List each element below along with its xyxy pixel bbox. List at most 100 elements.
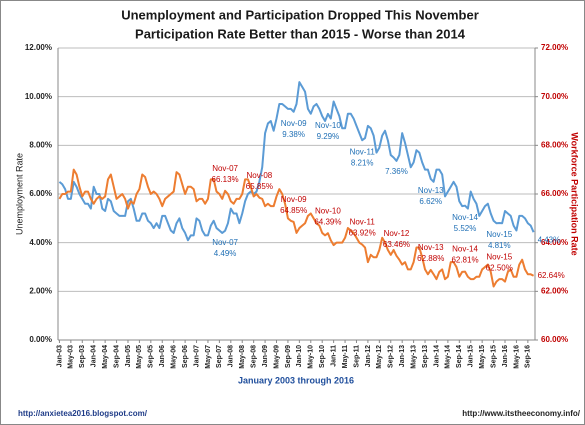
value-label: 4.43%: [538, 235, 561, 244]
point-label: Nov-15: [486, 252, 512, 261]
y2-tick-label: 60.00%: [541, 335, 568, 344]
x-tick-label: Jan-06: [159, 345, 166, 367]
point-label: Nov-13: [418, 243, 444, 252]
x-tick-label: Sep-07: [216, 345, 223, 368]
value-label: 8.21%: [351, 158, 374, 167]
x-tick-label: Jan-12: [365, 345, 372, 367]
y-tick-label: 2.00%: [29, 286, 52, 295]
y-axis-title: Unemployment Rate: [14, 153, 24, 235]
value-label: 62.81%: [451, 256, 478, 265]
x-tick-label: Sep-04: [113, 345, 120, 368]
y2-axis-title: Workforce Participation Rate: [570, 132, 580, 255]
point-label: Nov-10: [315, 206, 341, 215]
x-tick-label: Jan-03: [56, 345, 63, 367]
point-label: Nov-08: [246, 171, 272, 180]
footer-left: http://anxietea2016.blogspot.com/: [18, 409, 148, 418]
y2-tick-label: 68.00%: [541, 140, 568, 149]
value-label: 62.88%: [417, 254, 444, 263]
x-tick-label: May-09: [273, 345, 280, 369]
value-label: 5.52%: [454, 224, 477, 233]
value-label: 64.85%: [280, 206, 307, 215]
x-tick-label: Jan-15: [468, 345, 475, 367]
x-tick-label: Sep-08: [250, 345, 257, 368]
value-label: 7.36%: [385, 167, 408, 176]
y-tick-label: 12.00%: [25, 43, 52, 52]
point-label: Nov-14: [452, 213, 478, 222]
x-tick-label: Sep-14: [456, 345, 463, 368]
value-label: 66.13%: [212, 175, 239, 184]
x-tick-label: May-13: [410, 345, 417, 369]
point-label: Nov-09: [281, 119, 307, 128]
point-label: Nov-15: [486, 230, 512, 239]
value-label: 4.49%: [214, 249, 237, 258]
x-tick-label: May-06: [171, 345, 178, 369]
point-label: Nov-09: [281, 195, 307, 204]
point-label: Nov-11: [350, 218, 376, 227]
x-tick-label: May-11: [342, 345, 349, 368]
x-tick-label: Sep-13: [422, 345, 429, 368]
x-tick-label: May-10: [308, 345, 315, 369]
x-tick-label: Jan-13: [399, 345, 406, 367]
x-tick-label: Jan-14: [433, 345, 440, 367]
y-tick-label: 10.00%: [25, 92, 52, 101]
x-tick-label: Jan-04: [91, 345, 98, 367]
point-label: Nov-12: [384, 229, 410, 238]
x-tick-label: Sep-10: [319, 345, 326, 368]
x-tick-label: May-12: [376, 345, 383, 369]
value-label: 63.46%: [383, 240, 410, 249]
chart-subtitle: Participation Rate Better than 2015 - Wo…: [135, 26, 466, 41]
x-tick-label: Jan-16: [502, 345, 509, 367]
value-label: 65.85%: [246, 182, 273, 191]
value-label: 63.92%: [349, 229, 376, 238]
value-label: 62.64%: [538, 271, 565, 280]
x-tick-label: Jan-05: [125, 345, 132, 367]
y2-tick-label: 70.00%: [541, 92, 568, 101]
data-line: [58, 81, 535, 242]
y-tick-label: 6.00%: [29, 189, 52, 198]
chart-title: Unemployment and Participation Dropped T…: [121, 7, 479, 22]
y2-tick-label: 64.00%: [541, 238, 568, 247]
x-tick-label: Sep-15: [490, 345, 497, 368]
value-label: 64.39%: [314, 217, 341, 226]
data-line: [58, 168, 535, 288]
y-tick-label: 0.00%: [29, 335, 52, 344]
value-label: 62.50%: [486, 263, 513, 272]
point-label: Nov-10: [315, 121, 341, 130]
x-tick-label: May-05: [136, 345, 143, 369]
x-tick-label: Sep-09: [285, 345, 292, 368]
x-axis-title: January 2003 through 2016: [238, 375, 354, 385]
value-label: 9.38%: [282, 130, 305, 139]
point-label: Nov-11: [350, 147, 376, 156]
x-tick-label: May-15: [479, 345, 486, 369]
y2-tick-label: 62.00%: [541, 286, 568, 295]
x-tick-label: Jan-07: [193, 345, 200, 367]
x-tick-label: May-07: [205, 345, 212, 369]
footer-right: http://www.itstheeconomy.info/: [462, 409, 581, 418]
x-tick-label: May-14: [445, 345, 452, 369]
x-tick-label: Sep-12: [388, 345, 395, 368]
x-tick-label: Sep-03: [79, 345, 86, 368]
x-tick-label: Sep-05: [148, 345, 155, 368]
x-tick-label: May-16: [513, 345, 520, 369]
value-label: 9.29%: [317, 132, 340, 141]
x-tick-label: Jan-10: [296, 345, 303, 367]
value-label: 6.62%: [419, 197, 442, 206]
point-label: Nov-14: [452, 245, 478, 254]
x-tick-label: Sep-16: [525, 345, 532, 368]
point-label: Nov-07: [212, 164, 238, 173]
value-label: 4.81%: [488, 241, 511, 250]
x-tick-label: Jan-11: [330, 345, 337, 367]
x-tick-label: Jan-08: [228, 345, 235, 367]
y2-tick-label: 66.00%: [541, 189, 568, 198]
y2-tick-label: 72.00%: [541, 43, 568, 52]
x-tick-label: May-04: [102, 345, 109, 369]
x-tick-label: May-03: [68, 345, 75, 369]
point-label: Nov-13: [418, 186, 444, 195]
x-tick-label: Sep-06: [182, 345, 189, 368]
y-tick-label: 8.00%: [29, 140, 52, 149]
point-label: Nov-07: [212, 238, 238, 247]
x-tick-label: Jan-09: [262, 345, 269, 367]
y-tick-label: 4.00%: [29, 238, 52, 247]
